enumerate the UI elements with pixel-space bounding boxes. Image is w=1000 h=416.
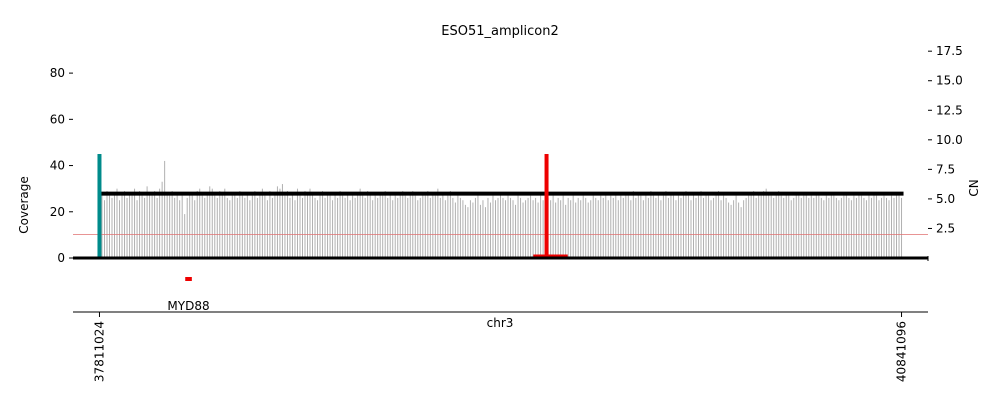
y-tick-label: 80	[50, 66, 65, 80]
gene-block	[185, 277, 192, 281]
y-tick-label: 40	[50, 159, 65, 173]
y-tick-label: 20	[50, 205, 65, 219]
y-tick-label: 0	[57, 251, 65, 265]
chart-title: ESO51_amplicon2	[441, 24, 558, 39]
overlays	[73, 154, 929, 261]
x-axis-ticks: 37811024 40841096	[73, 311, 928, 382]
x-tick-label: 40841096	[895, 321, 909, 382]
gene-track: MYD88	[167, 277, 210, 313]
x-tick-label: 37811024	[92, 321, 106, 382]
y2-tick-label: 5.0	[936, 192, 955, 206]
y-axis-ticks: 0 20 40 60 80	[50, 66, 73, 265]
y2-tick-label: 2.5	[936, 221, 955, 235]
y-tick-label: 60	[50, 112, 65, 126]
y2-axis-ticks: 2.5 5.0 7.5 10.0 12.5 15.0 17.5	[928, 44, 963, 235]
y2-tick-label: 12.5	[936, 103, 963, 117]
y2-tick-label: 15.0	[936, 74, 963, 88]
y2-tick-label: 10.0	[936, 133, 963, 147]
y-axis-label: Coverage	[17, 176, 31, 234]
y2-tick-label: 17.5	[936, 44, 963, 58]
y2-axis-label: CN	[967, 179, 981, 196]
y2-tick-label: 7.5	[936, 162, 955, 176]
x-axis-label: chr3	[487, 316, 514, 330]
gene-label: MYD88	[167, 299, 209, 313]
coverage-bars	[98, 160, 903, 258]
